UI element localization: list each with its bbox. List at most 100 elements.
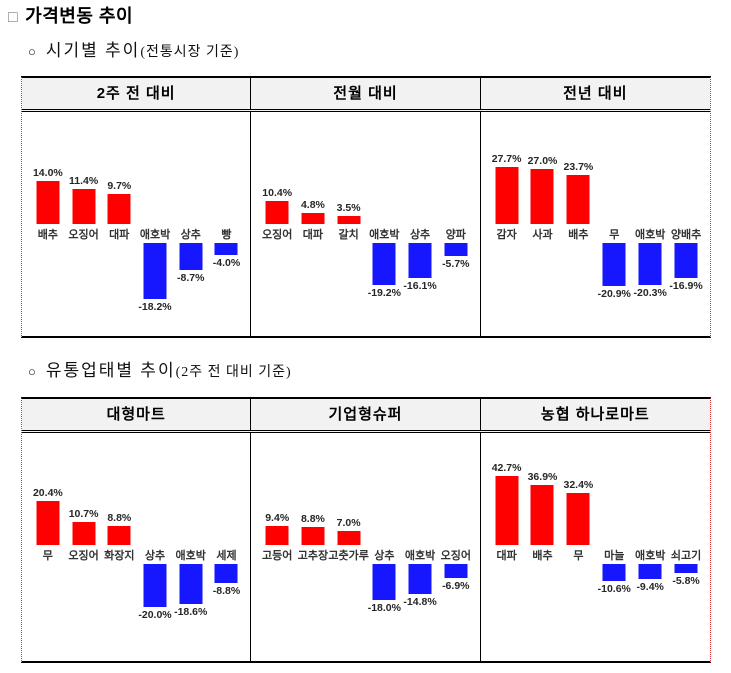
negative-bar [179, 243, 203, 270]
chart-column: -14.8% 애호박 [402, 433, 438, 661]
period-trend-body-row: 14.0% 배추 11.4% 오징어 9.7% 대파 -18.2% 애호박 -8.7% 상추 -4.… [22, 112, 710, 336]
bar-value-label: -16.9% [669, 280, 703, 292]
bar-category-label: 애호박 [634, 229, 666, 241]
positive-bar [36, 501, 60, 545]
bar-category-label: 대파 [302, 229, 324, 241]
chart-column: 27.0% 사과 [525, 112, 561, 336]
chart-panel-hanaro-mart: 42.7% 대파 36.9% 배추 32.4% 무 -10.6% 마늘 -9.4% 애호박 -5.8… [481, 433, 710, 661]
bar-value-label: 8.8% [300, 513, 325, 525]
chart-column: -8.8% 세제 [209, 433, 245, 661]
header-corporate-super: 기업형슈퍼 [251, 399, 481, 430]
bar-value-label: 32.4% [563, 479, 594, 491]
bar-category-label: 애호박 [139, 229, 171, 241]
chart-column: 11.4% 오징어 [66, 112, 102, 336]
period-trend-header-row: 2주 전 대비 전월 대비 전년 대비 [22, 78, 710, 112]
chart-column: -19.2% 애호박 [366, 112, 402, 336]
bar-category-label: 대파 [109, 229, 130, 241]
retail-type-trend-table: 대형마트 기업형슈퍼 농협 하나로마트 20.4% 무 10.7% 오징어 8.8% 화장… [21, 397, 711, 663]
chart-column: 27.7% 감자 [489, 112, 525, 336]
bar-value-label: 9.4% [265, 512, 290, 524]
chart-column: -8.7% 상추 [173, 112, 209, 336]
negative-bar [602, 243, 626, 286]
positive-bar [566, 493, 590, 545]
bar-category-label: 대파 [496, 550, 517, 562]
chart-panel-hypermarket: 20.4% 무 10.7% 오징어 8.8% 화장지 -20.0% 상추 -18.6% 애호박 -8… [22, 433, 252, 661]
bar-value-label: 11.4% [68, 175, 99, 187]
chart-column: -16.1% 상추 [402, 112, 438, 336]
header-hypermarket: 대형마트 [22, 399, 252, 430]
circle-bullet-icon: ○ [28, 44, 36, 59]
bar-category-label: 무 [42, 550, 53, 562]
negative-bar [674, 564, 698, 573]
chart-panel-vs-prev-month: 10.4% 오징어 4.8% 대파 3.5% 갈치 -19.2% 애호박 -16.1% 상추 -5.… [251, 112, 481, 336]
bar-value-label: -5.8% [672, 575, 700, 587]
bar-value-label: 20.4% [32, 487, 63, 499]
section2-note: (2주 전 대비 기준) [175, 365, 292, 380]
positive-bar [301, 527, 325, 545]
negative-bar [674, 243, 698, 278]
positive-bar [495, 476, 519, 545]
retail-type-body-row: 20.4% 무 10.7% 오징어 8.8% 화장지 -20.0% 상추 -18.6% 애호박 -8… [22, 433, 710, 661]
positive-bar [107, 194, 131, 224]
bar-chart: 14.0% 배추 11.4% 오징어 9.7% 대파 -18.2% 애호박 -8.7% 상추 -4.… [30, 112, 244, 336]
positive-bar [530, 169, 554, 224]
chart-column: 32.4% 무 [560, 433, 596, 661]
bar-category-label: 양파 [445, 229, 466, 241]
bar-value-label: -8.7% [177, 272, 205, 284]
bar-value-label: 10.4% [262, 187, 293, 199]
negative-bar [444, 243, 468, 256]
chart-column: 7.0% 고춧가루 [328, 433, 368, 661]
page-title: □ 가격변동 추이 [8, 2, 133, 28]
bar-category-label: 무 [609, 229, 620, 241]
circle-bullet-icon: ○ [28, 364, 36, 379]
positive-bar [301, 213, 325, 224]
section2-label: 유통업태별 추이 [45, 361, 176, 380]
bar-chart: 9.4% 고등어 8.8% 고추장 7.0% 고춧가루 -18.0% 상추 -14.8% 애호박 -… [259, 433, 473, 661]
negative-bar [214, 243, 238, 255]
bar-category-label: 애호박 [175, 550, 206, 562]
chart-panel-vs-2weeks: 14.0% 배추 11.4% 오징어 9.7% 대파 -18.2% 애호박 -8.7% 상추 -4.… [22, 112, 252, 336]
bar-value-label: 9.7% [107, 180, 132, 192]
bar-category-label: 감자 [496, 229, 517, 241]
bar-category-label: 쇠고기 [670, 550, 702, 562]
negative-bar [638, 243, 662, 285]
negative-bar [408, 564, 432, 594]
negative-bar [179, 564, 203, 604]
chart-column: -10.6% 마늘 [596, 433, 632, 661]
chart-column: 9.4% 고등어 [259, 433, 295, 661]
bar-value-label: -18.0% [367, 602, 401, 614]
chart-column: -18.0% 상추 [366, 433, 402, 661]
bar-category-label: 마늘 [604, 550, 625, 562]
retail-type-header-row: 대형마트 기업형슈퍼 농협 하나로마트 [22, 399, 710, 433]
chart-column: -16.9% 양배추 [668, 112, 704, 336]
bar-value-label: -8.8% [212, 585, 241, 597]
chart-column: 9.7% 대파 [101, 112, 137, 336]
negative-bar [444, 564, 468, 578]
chart-column: 23.7% 배추 [560, 112, 596, 336]
negative-bar [214, 564, 238, 583]
positive-bar [265, 201, 289, 224]
chart-column: 42.7% 대파 [489, 433, 525, 661]
bar-category-label: 배추 [532, 550, 553, 562]
chart-column: 36.9% 배추 [525, 433, 561, 661]
negative-bar [602, 564, 626, 581]
bar-value-label: 27.0% [527, 155, 558, 167]
chart-column: -5.7% 양파 [438, 112, 474, 336]
bar-category-label: 오징어 [262, 229, 293, 241]
section1-subtitle: ○ 시기별 추이(전통시장 기준) [28, 36, 239, 61]
bar-category-label: 오징어 [68, 550, 99, 562]
positive-bar [107, 526, 131, 545]
chart-panel-corporate-super: 9.4% 고등어 8.8% 고추장 7.0% 고춧가루 -18.0% 상추 -14.8% 애호박 -… [251, 433, 481, 661]
bar-category-label: 고추장 [297, 550, 329, 562]
section1-label: 시기별 추이 [45, 41, 141, 60]
bar-value-label: 4.8% [300, 199, 325, 211]
bar-category-label: 갈치 [338, 229, 359, 241]
bar-category-label: 애호박 [404, 550, 436, 562]
bar-value-label: 10.7% [68, 508, 99, 520]
section1-note: (전통시장 기준) [140, 45, 240, 60]
chart-column: -20.3% 애호박 [632, 112, 668, 336]
bar-category-label: 상추 [180, 229, 201, 241]
bar-category-label: 배추 [568, 229, 589, 241]
bar-value-label: -6.9% [442, 580, 470, 592]
bar-category-label: 사과 [532, 229, 553, 241]
